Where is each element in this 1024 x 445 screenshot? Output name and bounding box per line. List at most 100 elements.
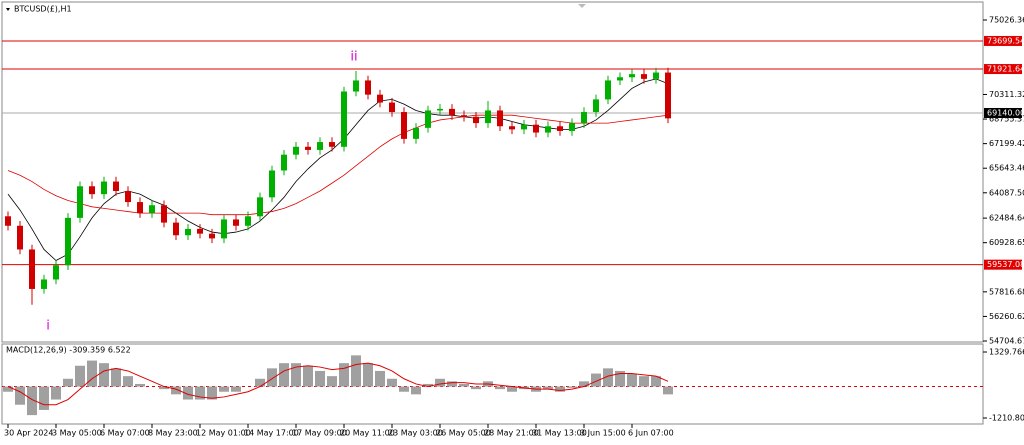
macd-bar	[375, 370, 385, 387]
macd-bar	[135, 383, 145, 387]
candle-body	[161, 205, 167, 223]
candle-body	[449, 108, 455, 116]
macd-panel	[1, 343, 984, 425]
candle-body	[101, 181, 107, 195]
candle-body	[653, 72, 659, 79]
candle-body	[305, 146, 311, 150]
candle-body	[665, 72, 671, 119]
candle-body	[641, 74, 647, 79]
macd-bar	[183, 386, 193, 400]
candle-body	[401, 112, 407, 139]
scroll-arrow[interactable]	[578, 4, 586, 8]
x-tick-label: 3 May 05:00	[52, 429, 102, 438]
menu-arrow[interactable]	[6, 8, 10, 11]
candle-body	[533, 124, 539, 133]
level-label: 59537.08	[987, 260, 1024, 269]
candle-body	[341, 91, 347, 147]
x-tick-label: 3 Jun 15:00	[580, 429, 626, 438]
macd-bar	[651, 376, 661, 387]
candle-body	[629, 74, 635, 78]
y-tick-label: 67199.42	[989, 139, 1024, 148]
macd-bar	[459, 383, 469, 387]
candle-body	[569, 123, 575, 131]
candle-body	[329, 142, 335, 147]
candle-body	[473, 116, 479, 124]
macd-bar	[543, 386, 553, 390]
candle-body	[197, 228, 203, 234]
candle-body	[545, 126, 551, 133]
level-label-bg	[984, 107, 1022, 118]
macd-bar	[87, 360, 97, 387]
macd-bar	[579, 381, 589, 387]
x-tick-label: 30 Apr 2024	[4, 429, 53, 438]
macd-bar	[387, 378, 397, 387]
macd-bar	[603, 368, 613, 387]
level-label: 73699.54	[987, 36, 1024, 45]
macd-bar	[231, 386, 241, 392]
macd-bar	[315, 370, 325, 387]
macd-bar	[255, 378, 265, 387]
candle-body	[29, 249, 35, 289]
candle-body	[5, 216, 11, 226]
macd-bar	[303, 365, 313, 387]
x-tick-label: 8 May 23:00	[148, 429, 198, 438]
x-tick-label: 14 May 17:00	[244, 429, 299, 438]
y-tick-label: 65643.46	[989, 164, 1024, 173]
macd-bar	[615, 370, 625, 387]
macd-bar	[15, 386, 25, 405]
macd-bar	[591, 373, 601, 387]
macd-bar	[411, 386, 421, 395]
x-tick-label: 28 May 21:00	[484, 429, 539, 438]
wave-label: i	[46, 319, 50, 334]
candle-body	[353, 80, 359, 92]
y-tick-label: 62484.64	[989, 214, 1024, 223]
candle-body	[317, 142, 323, 150]
macd-bar	[507, 386, 517, 392]
x-tick-label: 17 May 09:00	[292, 429, 347, 438]
macd-bar	[291, 363, 301, 387]
macd-bar	[3, 386, 13, 392]
macd-bar	[471, 386, 481, 390]
x-tick-label: 31 May 13:00	[532, 429, 587, 438]
chart-title: BTCUSD(£),H1	[14, 5, 72, 14]
macd-bar	[363, 363, 373, 387]
level-label-bg	[984, 259, 1022, 270]
candle-body	[425, 110, 431, 128]
macd-bar	[171, 386, 181, 395]
candle-body	[17, 225, 23, 250]
candle-body	[605, 80, 611, 100]
candle-body	[581, 112, 587, 124]
candle-body	[233, 219, 239, 226]
level-label: 69140.00	[987, 108, 1024, 117]
main-panel	[1, 1, 984, 343]
x-tick-label: 26 May 05:00	[436, 429, 491, 438]
candle-body	[185, 228, 191, 236]
candle-body	[137, 202, 143, 214]
candle-body	[245, 216, 251, 226]
y-tick-label: 68755.37	[989, 115, 1024, 124]
candle-body	[113, 181, 119, 192]
candle-body	[173, 222, 179, 236]
macd-bar	[219, 386, 229, 392]
candle-body	[125, 191, 131, 203]
candle-body	[209, 233, 215, 239]
candle-body	[221, 219, 227, 239]
y-tick-label: 60928.65	[989, 238, 1024, 247]
y-tick-label: 57816.68	[989, 287, 1024, 296]
macd-bar	[99, 363, 109, 387]
level-label-bg	[984, 64, 1022, 75]
candle-body	[497, 110, 503, 127]
candle-body	[509, 126, 515, 130]
macd-bar	[639, 376, 649, 387]
y-tick-label: 75026.36	[989, 16, 1024, 25]
x-tick-label: 20 May 11:00	[340, 429, 395, 438]
macd-bar	[351, 355, 361, 387]
candle-body	[281, 154, 287, 171]
macd-bar	[75, 365, 85, 387]
y-tick-label: 56260.62	[989, 312, 1024, 321]
macd-bar	[51, 386, 61, 400]
candle-body	[293, 146, 299, 155]
x-tick-label: 6 Jun 07:00	[628, 429, 674, 438]
candle-body	[617, 77, 623, 81]
